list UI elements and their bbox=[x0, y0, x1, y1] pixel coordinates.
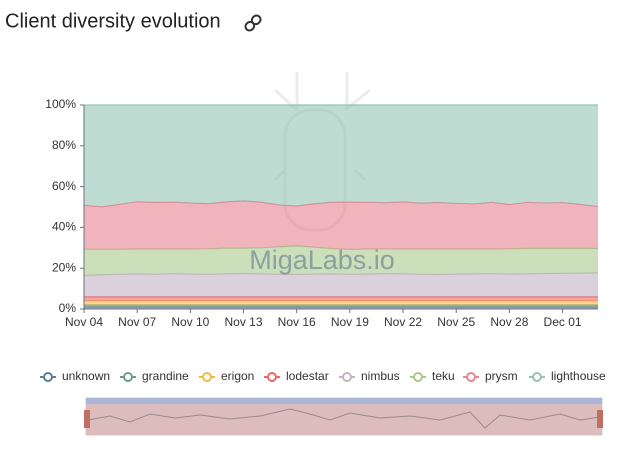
area bbox=[84, 300, 598, 305]
legend-symbol bbox=[267, 372, 277, 382]
link-icon[interactable] bbox=[244, 14, 262, 32]
legend-symbol bbox=[202, 372, 212, 382]
legend-label: nimbus bbox=[361, 369, 400, 383]
legend-label: unknown bbox=[62, 369, 110, 383]
y-tick-label: 0% bbox=[59, 301, 77, 315]
legend-label: grandine bbox=[142, 369, 189, 383]
legend-item[interactable]: unknown bbox=[40, 369, 110, 383]
x-tick-label: Nov 07 bbox=[118, 315, 156, 329]
legend-symbol bbox=[123, 372, 133, 382]
legend-label: prysm bbox=[485, 369, 518, 383]
legend-symbol bbox=[413, 372, 423, 382]
legend: unknown grandine erigon lodestar nimbus teku p… bbox=[40, 369, 606, 383]
legend-symbol bbox=[466, 372, 476, 382]
area bbox=[84, 245, 598, 276]
legend-label: lodestar bbox=[286, 369, 329, 383]
x-tick-label: Nov 04 bbox=[65, 315, 103, 329]
x-tick-label: Nov 13 bbox=[225, 315, 263, 329]
x-tick-label: Nov 28 bbox=[490, 315, 528, 329]
watermark: MigaLabs.io bbox=[249, 245, 395, 275]
legend-item[interactable]: prysm bbox=[463, 369, 518, 383]
legend-item[interactable]: erigon bbox=[199, 369, 254, 383]
legend-label: teku bbox=[432, 369, 455, 383]
chart-title: Client diversity evolution bbox=[5, 10, 221, 32]
legend-label: lighthouse bbox=[551, 369, 606, 383]
y-tick-label: 80% bbox=[52, 138, 76, 152]
area bbox=[84, 200, 598, 250]
plot-area bbox=[83, 104, 599, 309]
y-tick-label: 20% bbox=[52, 260, 76, 274]
zoom-slider[interactable] bbox=[84, 397, 603, 436]
x-tick-label: Nov 25 bbox=[437, 315, 475, 329]
area bbox=[84, 296, 598, 301]
y-tick-label: 100% bbox=[45, 97, 76, 111]
legend-symbol bbox=[342, 372, 352, 382]
legend-label: erigon bbox=[221, 369, 254, 383]
legend-symbol bbox=[43, 372, 53, 382]
legend-item[interactable]: grandine bbox=[120, 369, 189, 383]
legend-symbol bbox=[532, 372, 542, 382]
legend-item[interactable]: teku bbox=[410, 369, 455, 383]
area bbox=[84, 105, 598, 207]
x-tick-label: Nov 19 bbox=[331, 315, 369, 329]
x-tick-label: Nov 10 bbox=[171, 315, 209, 329]
x-tick-label: Nov 22 bbox=[384, 315, 422, 329]
x-tick-label: Dec 01 bbox=[544, 315, 582, 329]
legend-item[interactable]: nimbus bbox=[339, 369, 400, 383]
x-tick-label: Nov 16 bbox=[278, 315, 316, 329]
y-tick-label: 60% bbox=[52, 179, 76, 193]
y-tick-label: 40% bbox=[52, 220, 76, 234]
legend-item[interactable]: lodestar bbox=[264, 369, 329, 383]
area bbox=[84, 272, 598, 297]
legend-item[interactable]: lighthouse bbox=[529, 369, 606, 383]
